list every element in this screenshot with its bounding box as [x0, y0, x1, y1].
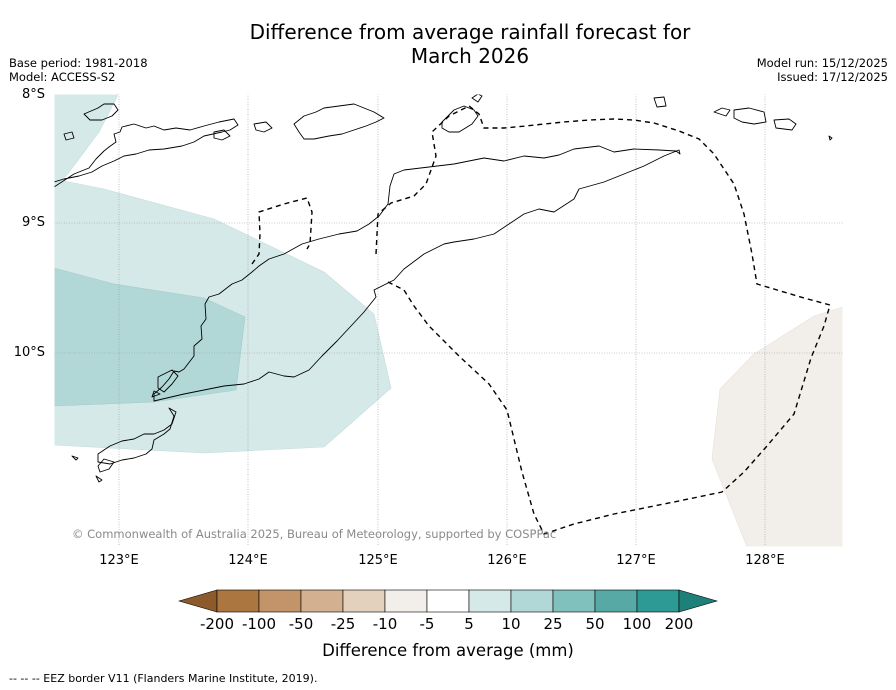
lon-label-124e: 124°E [228, 553, 268, 568]
colorbar-tick: 5 [464, 615, 474, 633]
wetar-coastline [441, 105, 479, 133]
anomaly-region-north-5-10mm [54, 94, 119, 186]
small-islet-2 [471, 94, 483, 103]
eez-border [375, 105, 831, 535]
colorbar-segment [216, 589, 260, 613]
copyright-notice: © Commonwealth of Australia 2025, Bureau… [72, 527, 557, 541]
colorbar-tick: -50 [288, 615, 314, 633]
eez-border-west-pocket [251, 197, 313, 265]
anomaly-region-dry-5mm [711, 306, 843, 547]
eez-footnote: -- -- -- EEZ border V11 (Flanders Marine… [9, 672, 318, 685]
colorbar-tick: -5 [419, 615, 435, 633]
colorbar-tick: 200 [664, 615, 694, 633]
colorbar-segment [426, 589, 470, 613]
lat-label-8s: 8°S [21, 87, 45, 102]
small-islet-1 [71, 455, 79, 461]
alor-coastline [293, 103, 385, 140]
coastlines [54, 94, 833, 483]
colorbar [178, 589, 718, 613]
base-period: Base period: 1981-2018 [9, 56, 148, 70]
colorbar-tick: 10 [501, 615, 521, 633]
colorbar-segment [342, 589, 386, 613]
lon-label-125e: 125°E [358, 553, 398, 568]
solor-coastline [213, 129, 231, 141]
timor-coastline [153, 145, 681, 402]
moa-coastline [733, 107, 767, 125]
pantar-coastline [253, 121, 273, 133]
chart-title: Difference from average rainfall forecas… [249, 20, 691, 68]
leti-coastline [713, 107, 731, 117]
model-run-date: Model run: 15/12/2025 [756, 56, 888, 70]
semau-coastline [97, 407, 177, 465]
colorbar-tick: 100 [622, 615, 652, 633]
kisar-coastline [653, 96, 667, 108]
colorbar-tick: 50 [585, 615, 605, 633]
lat-label-9s: 9°S [21, 215, 45, 230]
colorbar-segment [636, 589, 680, 613]
flores-coastline [54, 118, 239, 188]
lon-label-126e: 126°E [487, 553, 527, 568]
run-info: Model run: 15/12/2025 Issued: 17/12/2025 [757, 56, 888, 84]
colorbar-tick: -200 [199, 615, 235, 633]
lon-label-127e: 127°E [616, 553, 656, 568]
colorbar-tick: -10 [372, 615, 398, 633]
small-islet-3 [828, 135, 833, 141]
lakor-coastline [773, 118, 797, 131]
colorbar-segment [468, 589, 512, 613]
lon-label-123e: 123°E [99, 553, 139, 568]
colorbar-extend-high [678, 589, 718, 613]
north-flores-islets [63, 103, 119, 141]
anomaly-region-10-25mm [54, 267, 246, 407]
colorbar-segment [594, 589, 638, 613]
colorbar-segment [510, 589, 554, 613]
lon-label-128e: 128°E [745, 553, 785, 568]
colorbar-tick: -25 [330, 615, 356, 633]
rainfall-map [54, 94, 843, 547]
sabu-rote-coastline [151, 369, 179, 398]
colorbar-tick: 25 [543, 615, 563, 633]
rote-island-coastline [95, 458, 115, 483]
colorbar-segment [300, 589, 344, 613]
lat-label-10s: 10°S [13, 345, 45, 360]
colorbar-tick: -100 [241, 615, 277, 633]
model-info: Base period: 1981-2018 Model: ACCESS-S2 [9, 56, 148, 84]
colorbar-segment [384, 589, 428, 613]
colorbar-segment [552, 589, 596, 613]
colorbar-extend-low [178, 589, 218, 613]
colorbar-label: Difference from average (mm) [322, 641, 574, 660]
issued-date: Issued: 17/12/2025 [777, 70, 888, 84]
colorbar-segment [258, 589, 302, 613]
model-name: Model: ACCESS-S2 [9, 70, 116, 84]
